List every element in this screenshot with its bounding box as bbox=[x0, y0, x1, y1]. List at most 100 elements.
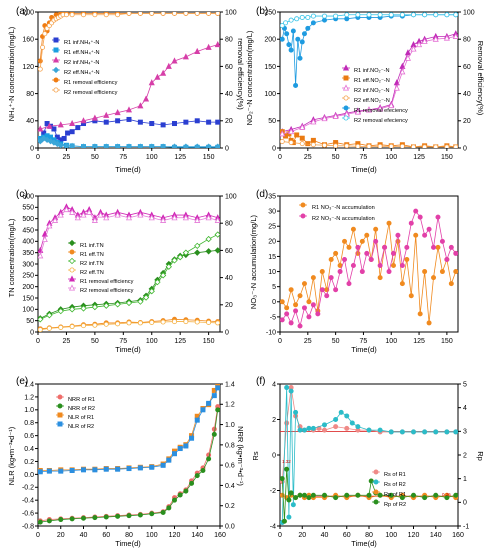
x-tick-label-c-0: 0 bbox=[36, 338, 40, 345]
point-a-5-2 bbox=[42, 31, 48, 37]
point-d-0-3 bbox=[293, 302, 299, 308]
point-e-1-12 bbox=[166, 505, 172, 511]
legend-marker-a-3 bbox=[52, 66, 60, 74]
point-d-0-39 bbox=[453, 269, 458, 275]
series-line-f-1 bbox=[281, 387, 456, 523]
point-a-3-11 bbox=[103, 143, 110, 148]
legend-e: NRR of R1 NRR of R2 NLR of R1 NLR of R2 bbox=[68, 397, 95, 430]
point-f-3-6 bbox=[297, 492, 303, 498]
point-f-3-8 bbox=[306, 495, 312, 501]
point-d-1-30 bbox=[413, 208, 419, 214]
point-b-4-11 bbox=[305, 25, 311, 31]
point-d-1-17 bbox=[355, 244, 361, 250]
point-c-0-20 bbox=[214, 247, 220, 254]
x-tick-label-e-6: 120 bbox=[169, 532, 181, 539]
point-f-3-15 bbox=[368, 478, 374, 484]
legend-c-1: R1 eff.TN bbox=[80, 252, 104, 258]
point-f-1-12 bbox=[338, 409, 344, 415]
x-tick-label-c-6: 150 bbox=[203, 338, 215, 345]
legend-marker-c-5 bbox=[68, 284, 76, 291]
series-area-e bbox=[38, 384, 220, 525]
point-d-1-16 bbox=[350, 263, 356, 269]
x-tick-label-a-3: 75 bbox=[119, 154, 127, 161]
point-b-3-4 bbox=[321, 142, 327, 148]
legend-marker-c-2 bbox=[68, 257, 76, 265]
point-b-4-0 bbox=[280, 36, 285, 42]
plot-frame-d bbox=[279, 195, 459, 333]
x-tick-label-b-0: 0 bbox=[278, 154, 282, 161]
point-e-3-8 bbox=[126, 466, 132, 472]
point-b-5-1 bbox=[283, 20, 289, 26]
point-d-0-25 bbox=[390, 263, 396, 269]
point-c-3-7 bbox=[115, 321, 121, 327]
point-e-1-20 bbox=[211, 431, 217, 437]
panel-b: (b) Time(d) NO₂⁻-N concentration(mg/L) R… bbox=[245, 6, 484, 174]
plot-a: 0 25 50 75 100 125 150 0 40 80 120 160 200 0 20 40 60 80 1… bbox=[22, 9, 236, 161]
point-a-2-18 bbox=[205, 43, 212, 50]
point-c-0-19 bbox=[205, 248, 212, 255]
point-f-1-11 bbox=[333, 416, 339, 422]
point-c-5-7 bbox=[74, 214, 81, 221]
point-b-4-5 bbox=[290, 28, 296, 34]
point-b-3-7 bbox=[355, 143, 361, 148]
point-c-2-16 bbox=[177, 254, 184, 261]
y2-tick-label-e-7: 1.4 bbox=[225, 381, 235, 388]
point-f-1-5 bbox=[293, 409, 299, 415]
y2-tick-label-c-1: 20 bbox=[225, 302, 233, 309]
point-c-5-12 bbox=[103, 214, 110, 221]
legend-marker-b-4 bbox=[343, 105, 349, 111]
point-d-1-7 bbox=[310, 302, 316, 308]
point-a-3-8 bbox=[68, 142, 76, 148]
point-c-2-18 bbox=[194, 242, 201, 250]
point-a-5-11 bbox=[63, 12, 69, 18]
point-c-5-18 bbox=[171, 214, 178, 221]
panel-a-y2label: removal efficiency(%) bbox=[236, 38, 245, 110]
point-d-1-38 bbox=[448, 244, 454, 250]
point-d-0-14 bbox=[342, 238, 348, 244]
point-f-1-6 bbox=[297, 427, 303, 433]
point-e-0-20 bbox=[211, 426, 217, 432]
y-tick-label-e-5: 0.2 bbox=[24, 459, 34, 466]
point-c-5-4 bbox=[57, 211, 64, 218]
point-d-1-23 bbox=[382, 244, 388, 250]
x-tick-label-c-2: 50 bbox=[91, 338, 99, 345]
panel-b-xlabel: Time(d) bbox=[351, 165, 377, 174]
point-b-2-8 bbox=[365, 106, 373, 113]
x-tick-label-f-1: 20 bbox=[298, 532, 306, 539]
legend-marker-d-1 bbox=[300, 213, 306, 219]
point-e-1-15 bbox=[183, 488, 189, 494]
x-tick-label-d-3: 75 bbox=[360, 338, 368, 345]
point-a-0-16 bbox=[137, 119, 143, 125]
point-a-3-17 bbox=[171, 143, 178, 148]
legend-f-3: Rp of R2 bbox=[384, 502, 406, 508]
y-tick-label-e-8: 0.8 bbox=[24, 420, 34, 427]
y-tick-label-e-9: 1.0 bbox=[24, 407, 34, 414]
legend-marker-c-0 bbox=[68, 239, 76, 247]
y-tick-label-e-7: 0.6 bbox=[24, 433, 34, 440]
y-tick-label-e-6: 0.4 bbox=[24, 446, 34, 453]
point-e-3-1 bbox=[46, 468, 52, 474]
panel-e: (e) Time(d) NLR (kg•m⁻³•d⁻¹) NRR (kg•m⁻³… bbox=[7, 376, 245, 548]
point-a-3-18 bbox=[182, 143, 190, 148]
legend-marker-e-2 bbox=[57, 412, 63, 418]
point-f-1-4 bbox=[290, 502, 296, 508]
point-c-2-13 bbox=[159, 272, 167, 279]
point-e-3-0 bbox=[38, 469, 43, 475]
y-tick-label-d-7: 25 bbox=[268, 224, 276, 231]
y-tick-label-b-2: 100 bbox=[264, 91, 276, 98]
point-b-4-13 bbox=[321, 17, 327, 23]
point-b-3-10 bbox=[388, 143, 394, 148]
point-a-2-11 bbox=[148, 79, 155, 86]
point-a-5-16 bbox=[115, 12, 121, 18]
y2-tick-label-e-0: 0.0 bbox=[225, 523, 235, 530]
point-b-5-6 bbox=[310, 13, 316, 19]
point-c-5-11 bbox=[97, 211, 104, 218]
point-f-0-11 bbox=[344, 425, 350, 431]
y2-tick-label-c-5: 100 bbox=[225, 193, 237, 200]
point-d-1-36 bbox=[439, 238, 445, 244]
point-a-0-10 bbox=[75, 125, 81, 131]
x-tick-label-e-1: 20 bbox=[57, 532, 65, 539]
point-a-2-4 bbox=[80, 117, 87, 124]
series-area-f bbox=[280, 385, 458, 525]
point-d-1-2 bbox=[288, 320, 294, 326]
